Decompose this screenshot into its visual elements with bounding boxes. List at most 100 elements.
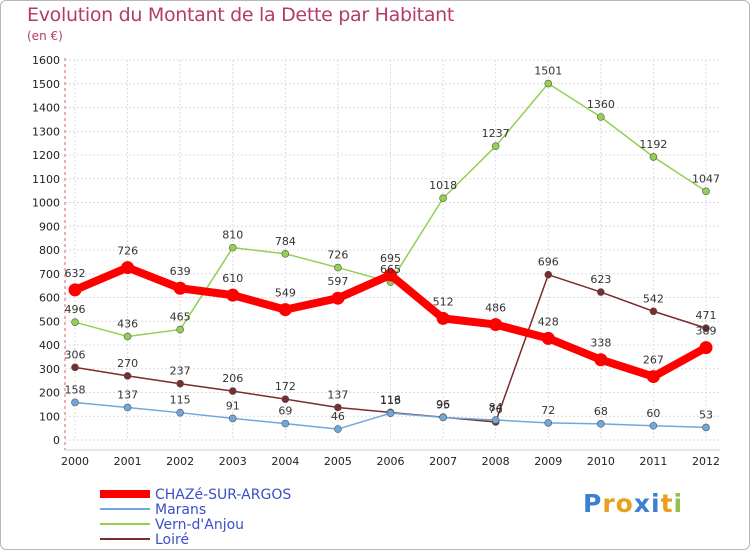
data-point [331, 291, 345, 305]
data-point [173, 281, 187, 295]
grid [65, 59, 720, 441]
y-tick-label: 100 [39, 410, 60, 423]
data-point [544, 270, 553, 279]
data-point [702, 324, 710, 332]
logo-letter: i [651, 489, 661, 518]
data-label: 206 [222, 372, 243, 385]
data-point [123, 403, 132, 412]
data-point [228, 387, 237, 395]
data-point [597, 113, 605, 121]
data-label: 158 [65, 383, 86, 396]
data-label: 496 [65, 303, 86, 316]
data-point [699, 341, 713, 355]
data-label: 542 [643, 292, 664, 305]
data-point [281, 419, 290, 428]
data-label: 784 [275, 235, 296, 248]
y-tick-label: 1600 [32, 54, 60, 67]
data-label: 1018 [429, 179, 457, 192]
x-tick-label: 2000 [61, 455, 89, 468]
data-label: 306 [65, 348, 86, 361]
legend-label: Loiré [155, 532, 189, 548]
data-point [278, 303, 292, 317]
logo-letter: t [660, 489, 674, 518]
data-label: 60 [646, 407, 660, 420]
data-label: 695 [380, 252, 401, 265]
data-label: 76 [489, 403, 503, 416]
data-label: 1047 [692, 172, 720, 185]
y-tick-label: 300 [39, 363, 60, 376]
y-tick-label: 700 [39, 268, 60, 281]
data-point [176, 325, 184, 334]
data-label: 623 [590, 273, 611, 286]
x-tick-label: 2007 [429, 455, 457, 468]
data-point [334, 403, 342, 412]
data-label: 610 [222, 272, 243, 285]
data-point [71, 318, 79, 327]
data-label: 137 [117, 388, 138, 401]
y-tick-label: 600 [39, 292, 60, 305]
y-tick-label: 800 [39, 244, 60, 257]
x-tick-label: 2001 [114, 455, 142, 468]
data-label: 113 [380, 394, 401, 407]
data-point [597, 420, 605, 428]
data-point [176, 408, 184, 417]
data-point [71, 363, 79, 372]
x-tick-label: 2003 [219, 455, 247, 468]
data-label: 46 [331, 410, 345, 423]
logo-letter: x [633, 489, 651, 518]
data-point [436, 311, 450, 325]
x-tick-label: 2005 [324, 455, 352, 468]
data-label: 172 [275, 380, 296, 393]
data-label: 270 [117, 357, 138, 370]
y-tick-label: 1000 [32, 197, 60, 210]
data-point [228, 414, 237, 423]
data-point [121, 261, 135, 275]
data-label: 696 [538, 256, 559, 269]
data-point [702, 187, 710, 196]
data-label: 96 [436, 398, 450, 411]
data-point [334, 263, 342, 272]
series-group [68, 79, 713, 433]
logo-letter: r [602, 489, 616, 518]
data-label: 1237 [482, 127, 510, 140]
data-label: 91 [226, 399, 240, 412]
data-point [384, 268, 397, 282]
data-label: 512 [433, 295, 454, 308]
data-label: 267 [643, 354, 664, 367]
data-label: 436 [117, 317, 138, 330]
data-label: 95 [436, 398, 450, 411]
data-label: 428 [538, 315, 559, 328]
y-tick-label: 1400 [32, 102, 60, 115]
data-point [597, 288, 605, 296]
data-point [594, 353, 608, 367]
data-label: 389 [696, 325, 717, 338]
data-point [649, 307, 658, 316]
data-point [68, 283, 82, 297]
data-point [649, 153, 658, 161]
data-point [123, 332, 132, 341]
x-tick-label: 2008 [482, 455, 510, 468]
data-label: 471 [696, 309, 717, 322]
data-point [176, 379, 184, 388]
y-axis: 0 100 200 300 400 500 600 700 800 900 1000 1100 1200… [32, 54, 66, 450]
data-point [702, 423, 710, 432]
data-point [439, 194, 447, 203]
y-tick-label: 500 [39, 315, 60, 328]
data-point [491, 416, 500, 424]
data-label: 237 [170, 365, 191, 378]
data-point [541, 331, 555, 345]
data-point [489, 318, 503, 332]
y-tick-label: 1300 [32, 125, 60, 138]
data-label: 53 [699, 408, 713, 421]
data-point [281, 395, 290, 403]
data-label: 726 [327, 249, 348, 262]
y-tick-label: 200 [39, 387, 60, 400]
data-label: 465 [170, 311, 191, 324]
data-point [281, 250, 290, 258]
data-label: 137 [327, 388, 348, 401]
x-tick-label: 2004 [271, 455, 299, 468]
x-tick-label: 2011 [639, 455, 667, 468]
data-label: 486 [485, 302, 506, 315]
